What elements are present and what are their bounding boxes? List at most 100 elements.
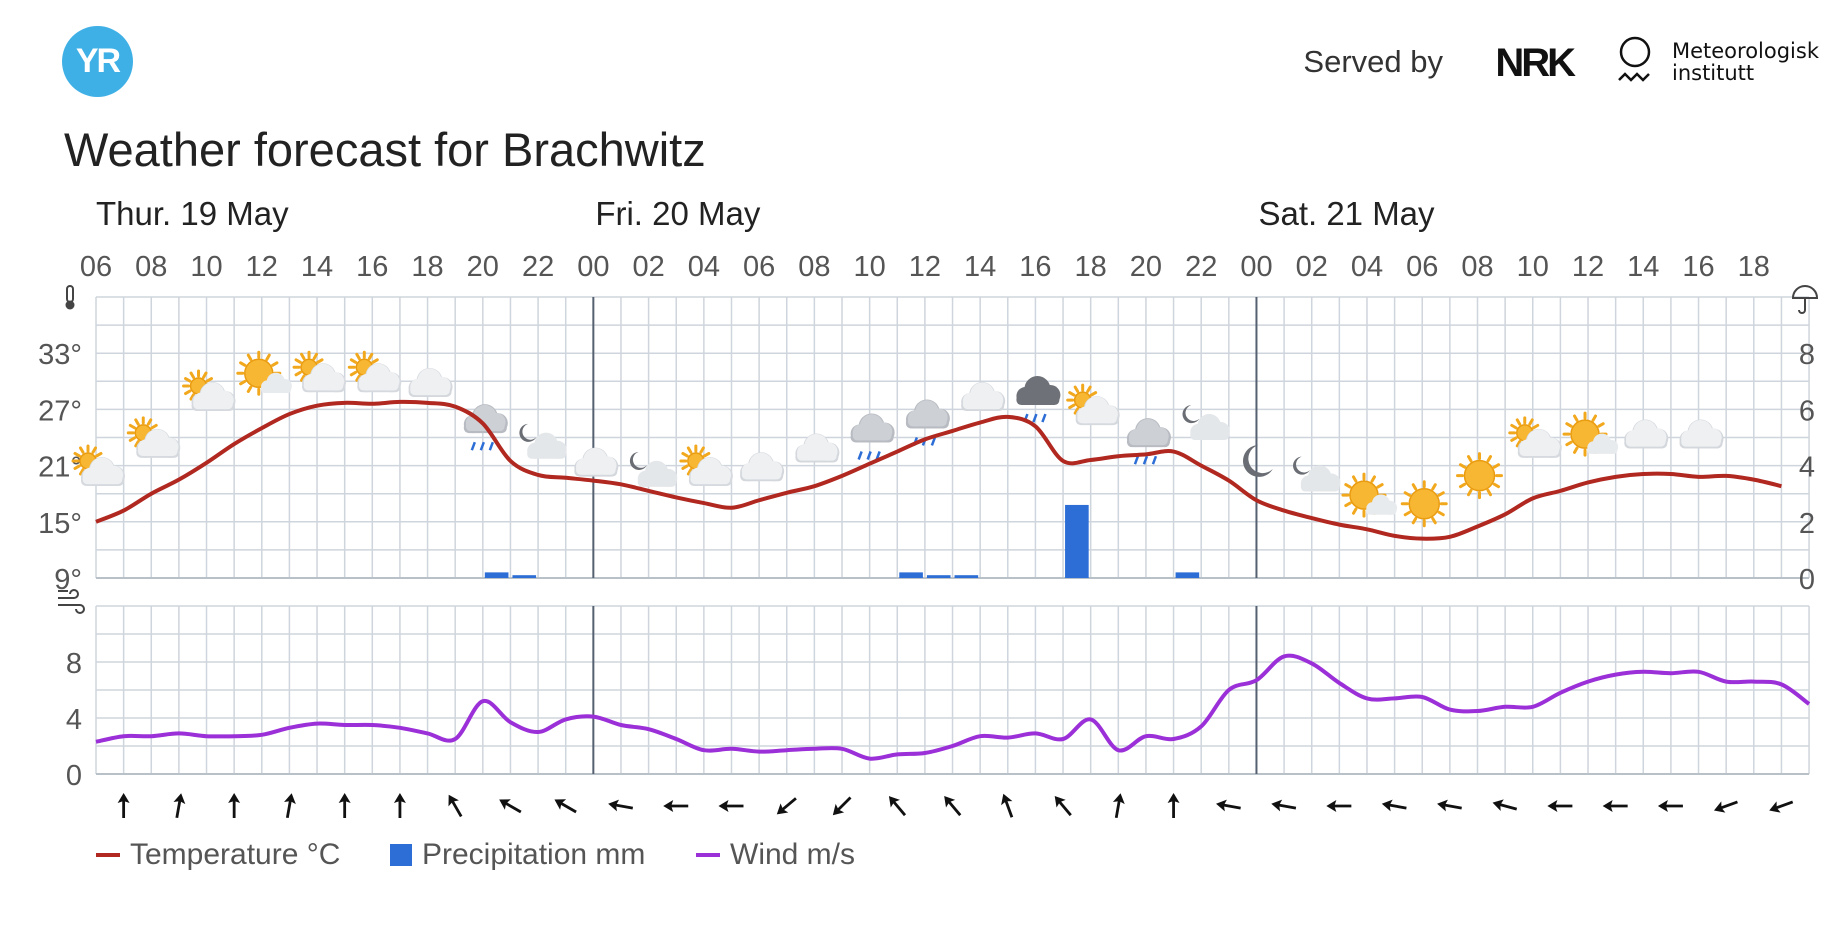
wind-direction-arrow-icon xyxy=(228,793,241,818)
legend-precipitation-label: Precipitation mm xyxy=(422,838,646,871)
wind-direction-arrow-icon xyxy=(776,797,797,815)
day-label: Sat. 21 May xyxy=(1258,195,1435,232)
precipitation-bar xyxy=(1175,572,1200,578)
weather-sun-cloud-icon xyxy=(1341,472,1398,518)
hour-tick-label: 06 xyxy=(80,251,112,283)
hour-tick-label: 12 xyxy=(909,251,941,283)
hour-tick-label: 10 xyxy=(854,251,886,283)
weather-partly-sunny-icon xyxy=(347,350,402,393)
hour-tick-label: 22 xyxy=(1185,251,1217,283)
wind-direction-arrow-icon xyxy=(1492,799,1518,812)
hour-tick-label: 14 xyxy=(1627,251,1659,283)
nrk-logo[interactable]: NRK xyxy=(1495,41,1576,85)
weather-cloud-icon xyxy=(1679,419,1724,449)
hour-tick-label: 22 xyxy=(522,251,554,283)
wind-direction-arrow-icon xyxy=(1547,800,1573,812)
served-by-bar: Served by NRK Meteorologisk institutt xyxy=(933,36,1833,86)
wind-icon xyxy=(58,589,85,614)
weather-dark-rain-cloud-icon xyxy=(1016,376,1061,423)
weather-rain-cloud-icon xyxy=(1126,418,1171,465)
umbrella-icon xyxy=(1791,285,1819,314)
hour-tick-label: 08 xyxy=(798,251,830,283)
precipitation-axis-label: 8 xyxy=(1799,339,1815,371)
hour-tick-label: 16 xyxy=(356,251,388,283)
wind-direction-arrow-icon xyxy=(1167,793,1180,818)
wind-direction-arrow-icon xyxy=(663,800,689,812)
legend-wind-swatch xyxy=(696,853,720,857)
weather-cloud-icon xyxy=(740,452,785,482)
wind-direction-arrow-icon xyxy=(1326,800,1352,812)
wind-direction-arrow-icon xyxy=(1381,799,1407,812)
precipitation-bar xyxy=(954,575,979,578)
wind-direction-arrow-icon xyxy=(832,796,852,816)
wind-direction-arrow-icon xyxy=(1602,800,1628,812)
hour-tick-label: 20 xyxy=(1130,251,1162,283)
wind-axis-label: 0 xyxy=(66,760,82,792)
wind-axis-label: 8 xyxy=(66,648,82,680)
weather-rain-cloud-icon xyxy=(850,413,895,460)
yr-logo[interactable]: YR xyxy=(62,26,133,97)
weather-partly-sunny-icon xyxy=(71,444,125,486)
page-title: Weather forecast for Brachwitz xyxy=(64,123,706,176)
wind-direction-arrow-icon xyxy=(888,796,907,817)
grid-lines xyxy=(95,296,1810,775)
wind-axis-label: 4 xyxy=(66,704,82,736)
wind-direction-arrow-icon xyxy=(1713,800,1738,813)
met-institute-logo-icon xyxy=(1618,36,1651,82)
precipitation-bar xyxy=(512,575,537,578)
wind-line xyxy=(95,653,1811,761)
precipitation-bar xyxy=(484,572,509,578)
hour-tick-label: 12 xyxy=(1572,251,1604,283)
precipitation-axis-label: 6 xyxy=(1799,395,1815,427)
hour-tick-label: 16 xyxy=(1019,251,1051,283)
hour-tick-label: 02 xyxy=(1296,251,1328,283)
hour-tick-label: 20 xyxy=(467,251,499,283)
weather-partly-sunny-icon xyxy=(126,416,181,458)
legend-wind: Wind m/s xyxy=(696,838,855,872)
hour-tick-label: 18 xyxy=(1075,251,1107,283)
met-institute-logo[interactable]: Meteorologisk institutt xyxy=(1672,40,1819,84)
legend-temperature-label: Temperature °C xyxy=(130,838,341,871)
temperature-line xyxy=(95,399,1782,541)
hour-tick-label: 14 xyxy=(964,251,996,283)
weather-partly-sunny-icon xyxy=(292,350,347,393)
wind-direction-arrow-icon xyxy=(448,794,463,818)
met-line-1: Meteorologisk xyxy=(1671,39,1819,63)
hour-tick-label: 06 xyxy=(743,251,775,283)
hour-tick-label: 08 xyxy=(135,251,167,283)
wind-direction-arrow-icon xyxy=(1054,796,1072,817)
weather-moon-cloud-icon xyxy=(1293,456,1341,492)
weather-moon-cloud-icon xyxy=(519,423,567,459)
precipitation-bar xyxy=(899,572,923,578)
weather-partly-sunny-icon xyxy=(679,444,733,486)
wind-direction-arrow-icon xyxy=(718,800,744,812)
hour-tick-label: 06 xyxy=(1406,251,1438,283)
weather-sun-icon xyxy=(1400,480,1448,528)
hour-tick-label: 12 xyxy=(246,251,278,283)
hour-tick-label: 16 xyxy=(1682,251,1714,283)
legend-precipitation: Precipitation mm xyxy=(390,838,645,872)
hour-tick-label: 04 xyxy=(1351,251,1383,283)
hour-tick-label: 14 xyxy=(301,251,333,283)
yr-logo-text: YR xyxy=(75,42,121,80)
wind-direction-arrow-icon xyxy=(1769,800,1794,813)
temperature-axis-label: 27° xyxy=(38,395,82,427)
hour-tick-label: 18 xyxy=(411,251,443,283)
wind-direction-arrow-icon xyxy=(1001,793,1014,818)
precipitation-bar xyxy=(926,575,951,578)
wind-direction-arrow-icon xyxy=(1216,799,1241,812)
weather-cloud-icon xyxy=(408,367,453,397)
hour-tick-label: 10 xyxy=(190,251,222,283)
weather-cloud-icon xyxy=(795,433,840,463)
wind-direction-arrow-icon xyxy=(284,793,296,819)
wind-direction-arrow-icon xyxy=(1657,800,1683,812)
wind-direction-arrow-icon xyxy=(173,793,186,819)
served-by-text: Served by xyxy=(1303,44,1443,79)
wind-direction-arrow-icon xyxy=(554,799,577,814)
wind-direction-arrow-icon xyxy=(1437,799,1462,812)
temperature-axis-label: 15° xyxy=(38,508,82,540)
precipitation-axis-label: 4 xyxy=(1799,452,1815,484)
weather-sun-cloud-icon xyxy=(236,350,292,396)
wind-direction-arrow-icon xyxy=(499,799,522,814)
precipitation-bar xyxy=(1065,504,1089,578)
